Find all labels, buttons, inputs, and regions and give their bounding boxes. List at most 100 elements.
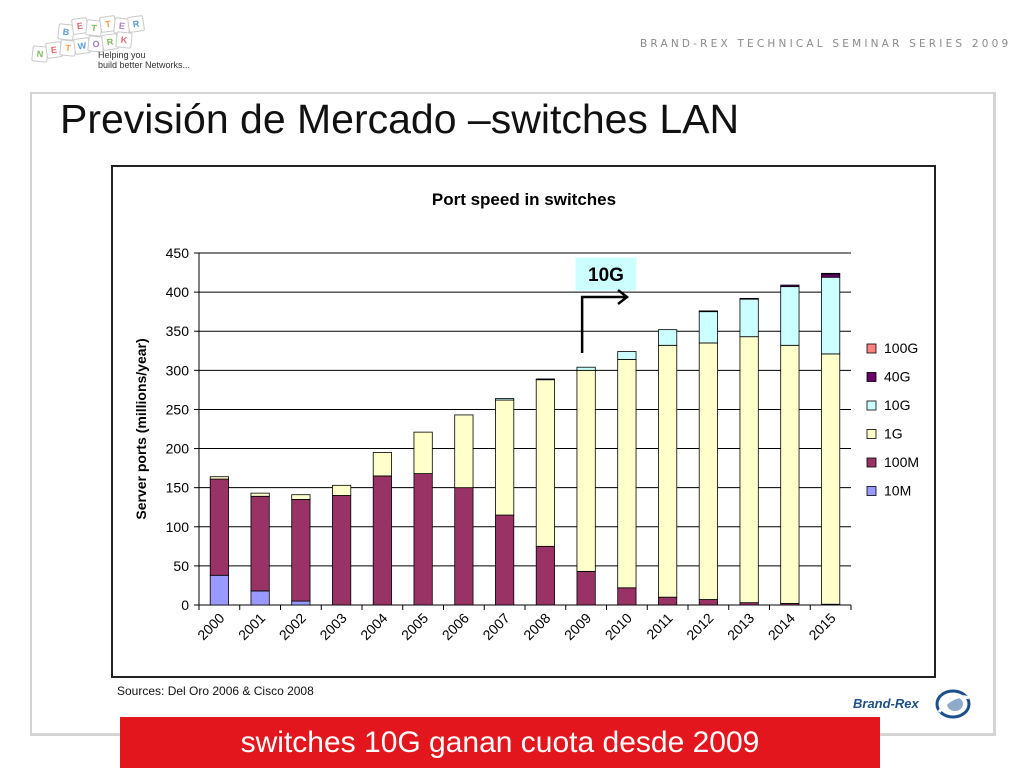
x-tick-label: 2004: [357, 610, 390, 643]
bar-segment-10g: [698, 311, 718, 344]
bar-segment-1g: [739, 336, 759, 604]
bar-segment-10m: [250, 590, 270, 606]
bar-segment-100m: [454, 487, 474, 606]
bar-segment-100m: [535, 545, 555, 606]
annotation-10g-label: 10G: [588, 265, 624, 286]
logo-letter-tile: R: [126, 14, 146, 34]
logo-letter-tile: K: [115, 31, 133, 49]
bar-segment-100m: [209, 478, 229, 576]
x-tick-label: 2011: [643, 610, 676, 643]
x-tick-label: 2014: [765, 610, 798, 643]
x-tick-label: 2001: [235, 610, 268, 643]
legend-swatch-10m: [866, 486, 877, 496]
x-tick-label: 2015: [805, 610, 838, 643]
bar-segment-100m: [372, 475, 392, 606]
legend-swatch-100g: [866, 343, 877, 354]
port-speed-chart: Port speed in switches 0 50 100 150 200 250 300…: [133, 190, 919, 643]
bar-segment-100m: [617, 587, 637, 606]
bar-segment-1g: [209, 476, 229, 480]
x-tick-label: 2007: [479, 610, 512, 643]
x-tick-label: 2009: [561, 610, 594, 643]
y-tick-label: 50: [173, 558, 189, 574]
bar-segment-100m: [658, 596, 678, 606]
bar-segment-1g: [658, 344, 678, 598]
annotation-10g-box: [574, 256, 638, 292]
bar-segment-1g: [780, 344, 800, 604]
bar-segment-1g: [535, 379, 555, 547]
bar-segment-100m: [495, 514, 515, 606]
legend-label-10g: 10G: [884, 397, 910, 413]
bar-segment-100m: [698, 599, 718, 606]
logo-tagline-line-2: build better Networks...: [98, 60, 191, 70]
legend-swatch-40g: [866, 372, 877, 382]
bar-segment-40g: [780, 284, 800, 288]
x-tick-label: 2000: [194, 610, 227, 643]
x-tick-label: 2003: [316, 610, 349, 643]
legend-label-40g: 40G: [884, 369, 910, 385]
bar-segment-100m: [250, 495, 270, 592]
y-tick-label: 350: [166, 323, 190, 339]
bar-segment-10m: [209, 574, 229, 606]
logo-tagline: Helping you build better Networks...: [98, 50, 190, 70]
bar-segment-10g: [617, 351, 637, 360]
conclusion-banner: switches 10G ganan cuota desde 2009: [120, 717, 880, 768]
bar-segment-10g: [658, 329, 678, 346]
bar-segment-1g: [332, 484, 352, 496]
y-tick-label: 250: [166, 401, 190, 417]
y-tick-label: 150: [166, 480, 190, 496]
legend-swatch-10g: [866, 400, 877, 411]
x-tick-label: 2006: [439, 610, 472, 643]
x-tick-label: 2010: [602, 610, 635, 643]
logo-tagline-line-1: Helping you: [98, 50, 146, 60]
bar-segment-1g: [698, 342, 718, 600]
bar-segment-10g: [576, 366, 596, 371]
y-tick-label: 450: [166, 245, 190, 261]
bar-segment-1g: [576, 369, 596, 572]
bar-segment-1g: [821, 353, 841, 605]
y-axis-label: Server ports (millions/year): [133, 338, 149, 519]
y-tick-label: 100: [166, 519, 190, 535]
bar-segment-100g: [821, 272, 841, 275]
x-tick-label: 2012: [683, 610, 716, 643]
bar-segment-100m: [332, 495, 352, 606]
bar-segment-10g: [739, 298, 759, 338]
bar-segment-40g: [821, 273, 841, 278]
x-tick-label: 2005: [398, 610, 431, 643]
y-tick-label: 300: [166, 362, 190, 378]
legend-label-10m: 10M: [884, 483, 911, 499]
bar-segment-1g: [372, 452, 392, 477]
legend-swatch-1g: [866, 429, 877, 439]
bar-segment-40g: [739, 297, 759, 300]
bar-segment-40g: [698, 310, 718, 313]
bar-segment-100m: [413, 473, 433, 606]
y-tick-label: 400: [166, 284, 190, 300]
annotation-arrow: [580, 295, 625, 353]
page-title: Previsión de Mercado –switches LAN: [60, 96, 740, 142]
chart-container: Port speed in switches 0 50 100 150 200 250 300…: [111, 165, 936, 678]
seminar-series-title: BRAND-REX TECHNICAL SEMINAR SERIES 2009: [640, 38, 1012, 50]
brand-rex-wordmark: Brand-Rex: [853, 696, 919, 711]
legend-swatch-100m: [866, 457, 877, 468]
bar-segment-1g: [413, 431, 433, 474]
annotation-arrow-head: [617, 289, 630, 305]
bar-segment-10m: [291, 600, 311, 606]
brand-rex-logo: Brand-Rex: [853, 688, 973, 720]
legend-label-1g: 1G: [884, 426, 903, 442]
x-tick-label: 2002: [276, 610, 309, 643]
bar-segment-1g: [454, 414, 474, 489]
legend-label-100g: 100G: [884, 340, 918, 356]
bar-segment-10g: [495, 398, 515, 401]
x-tick-label: 2008: [520, 610, 553, 643]
bar-segment-1g: [495, 399, 515, 516]
x-tick-label: 2013: [724, 610, 757, 643]
bar-segment-10g: [535, 378, 555, 381]
bar-segment-10g: [780, 286, 800, 346]
y-tick-label: 0: [181, 597, 189, 613]
y-tick-label: 200: [166, 441, 190, 457]
bar-segment-1g: [250, 492, 270, 497]
bar-segment-100m: [291, 498, 311, 602]
chart-title: Port speed in switches: [432, 190, 616, 209]
sources-note: Sources: Del Oro 2006 & Cisco 2008: [117, 684, 314, 698]
bar-segment-100m: [576, 570, 596, 606]
